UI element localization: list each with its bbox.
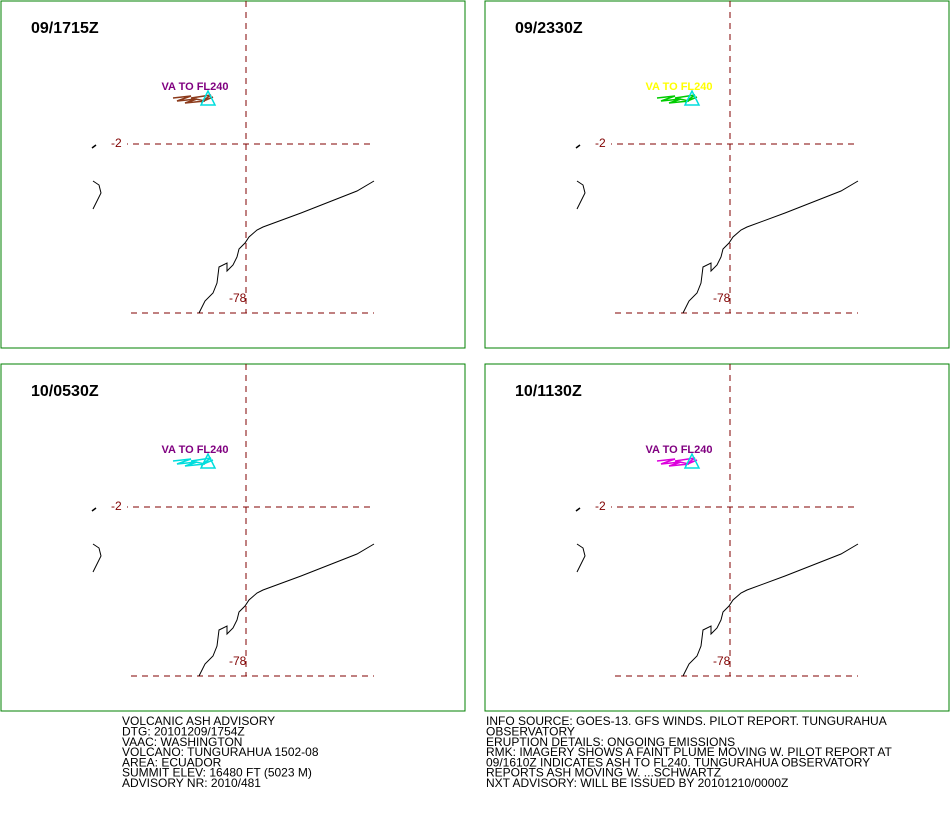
map-panel: -2 -78 VA TO FL240 09/2330Z: [484, 0, 950, 349]
advisory-line: INFO SOURCE: GOES-13. GFS WINDS. PILOT R…: [486, 714, 887, 728]
advisory-line: ERUPTION DETAILS: ONGOING EMISSIONS: [486, 735, 735, 749]
panel-border: [484, 363, 950, 712]
advisory-line: AREA: ECUADOR: [122, 755, 222, 769]
map-panel: -2 -78 VA TO FL240 10/1130Z: [484, 363, 950, 712]
advisory-line: ADVISORY NR: 2010/481: [122, 776, 261, 790]
lat-label: -2: [111, 136, 122, 150]
coastline: [198, 543, 375, 677]
lon-label: -78: [713, 291, 731, 305]
coastline-islet: [92, 180, 102, 210]
advisory-line: OBSERVATORY: [486, 724, 575, 738]
lon-label: -78: [229, 654, 247, 668]
panel-border: [484, 0, 950, 349]
advisory-line: SUMMIT ELEV: 16480 FT (5023 M): [122, 766, 312, 780]
coastline-point: [91, 144, 97, 149]
advisory-line: REPORTS ASH MOVING W. ...SCHWARTZ: [486, 766, 721, 780]
lon-label: -78: [713, 654, 731, 668]
lon-label: -78: [229, 291, 247, 305]
coastline-islet: [576, 543, 586, 573]
coastline: [682, 180, 859, 314]
lat-label: -2: [595, 136, 606, 150]
coastline: [682, 543, 859, 677]
coastline: [198, 180, 375, 314]
advisory-line: NXT ADVISORY: WILL BE ISSUED BY 20101210…: [486, 776, 788, 790]
map-panel: -2 -78 VA TO FL240 09/1715Z: [0, 0, 466, 349]
coastline-point: [91, 507, 97, 512]
lat-label-bg: [593, 137, 611, 151]
advisory-line: DTG: 20101209/1754Z: [122, 724, 245, 738]
advisory-line: RMK: IMAGERY SHOWS A FAINT PLUME MOVING …: [486, 745, 893, 759]
advisory-line: VOLCANO: TUNGURAHUA 1502-08: [122, 745, 319, 759]
volcano-marker: [199, 452, 217, 469]
map-panel: -2 -78 VA TO FL240 10/0530Z: [0, 363, 466, 712]
volcano-marker: [199, 89, 217, 106]
panel-time: 10/1130Z: [515, 383, 582, 400]
va-label: VA TO FL240: [645, 81, 712, 93]
volcano-marker: [683, 89, 701, 106]
advisory-line: VOLCANIC ASH ADVISORY: [122, 714, 275, 728]
panel-border: [0, 0, 466, 349]
coastline-islet: [576, 180, 586, 210]
panel-time: 09/1715Z: [31, 20, 99, 37]
coastline-islet: [92, 543, 102, 573]
lat-label: -2: [111, 499, 122, 513]
va-label: VA TO FL240: [161, 444, 228, 456]
advisory-line: 09/1610Z INDICATES ASH TO FL240. TUNGURA…: [486, 755, 870, 769]
volcano-marker: [683, 452, 701, 469]
panel-border: [0, 363, 466, 712]
ash-plume: [172, 457, 214, 467]
va-label: VA TO FL240: [645, 444, 712, 456]
lat-label: -2: [595, 499, 606, 513]
lat-label-bg: [593, 500, 611, 514]
ash-plume: [656, 457, 698, 467]
va-label: VA TO FL240: [161, 81, 228, 93]
panel-time: 09/2330Z: [515, 20, 583, 37]
coastline-point: [575, 144, 581, 149]
panel-time: 10/0530Z: [31, 383, 99, 400]
ash-plume: [656, 94, 698, 104]
lat-label-bg: [109, 137, 127, 151]
advisory-line: VAAC: WASHINGTON: [122, 735, 242, 749]
coastline-point: [575, 507, 581, 512]
ash-plume: [172, 94, 214, 104]
lat-label-bg: [109, 500, 127, 514]
